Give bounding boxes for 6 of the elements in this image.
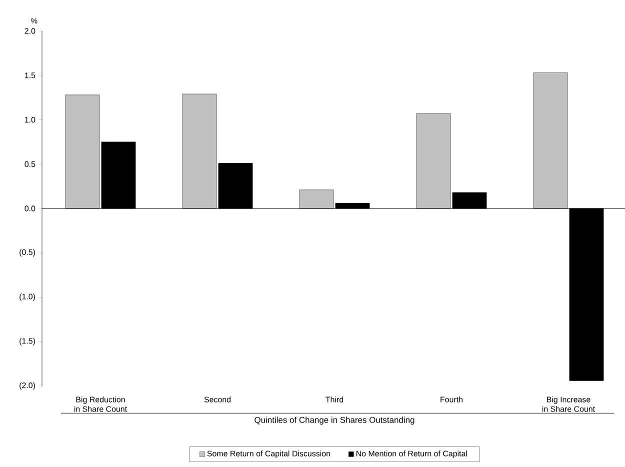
bar — [533, 72, 568, 209]
bar — [182, 94, 217, 209]
x-axis-title: Quintiles of Change in Shares Outstanding — [254, 416, 414, 425]
bar — [65, 94, 100, 209]
bar — [416, 113, 451, 209]
bar — [299, 190, 334, 209]
